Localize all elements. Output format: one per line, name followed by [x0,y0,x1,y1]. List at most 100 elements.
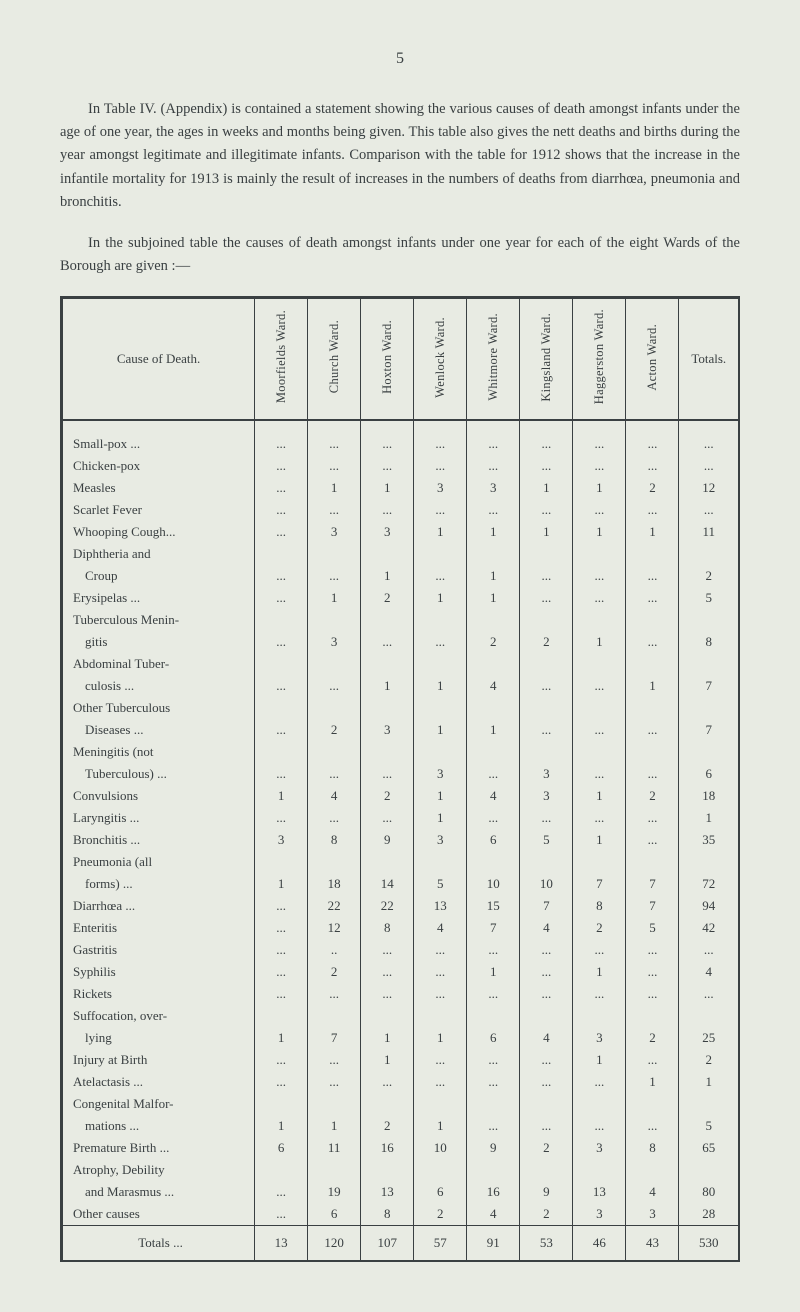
table-row: Diarrhœa ......2222131578794 [63,895,738,917]
cause-cell: Diphtheria and [63,543,255,565]
data-cell: 1 [414,785,467,807]
data-cell [308,1159,361,1181]
data-cell: ... [573,499,626,521]
data-cell: ... [361,433,414,455]
data-cell: 5 [679,587,738,609]
data-cell: ... [467,763,520,785]
data-cell: 1 [414,675,467,697]
table-row: Pneumonia (all [63,851,738,873]
col-whitmore: Whitmore Ward. [467,299,520,419]
data-cell [679,1005,738,1027]
totals-label: Totals ... [63,1225,255,1260]
data-cell [255,741,308,763]
data-cell [520,1159,573,1181]
cause-cell: Premature Birth ... [63,1137,255,1159]
table-row: Atelactasis ........................11 [63,1071,738,1093]
table-row: Other Tuberculous [63,697,738,719]
data-cell: ... [626,939,679,961]
table-row: mations ...1121............5 [63,1115,738,1137]
data-cell [573,741,626,763]
data-cell: ... [679,983,738,1005]
data-cell [573,1159,626,1181]
data-cell: ... [520,1115,573,1137]
data-cell [679,741,738,763]
cause-cell: Convulsions [63,785,255,807]
table-row: Diseases ......2311.........7 [63,719,738,741]
data-cell [467,1093,520,1115]
data-cell [308,543,361,565]
data-cell: 80 [679,1181,738,1203]
data-cell: 42 [679,917,738,939]
data-cell: 2 [626,785,679,807]
data-cell: 6 [255,1137,308,1159]
data-cell [626,543,679,565]
data-cell [573,653,626,675]
data-cell: 8 [361,917,414,939]
cause-cell: Abdominal Tuber- [63,653,255,675]
data-cell: 7 [679,675,738,697]
table-row: Tuberculous Menin- [63,609,738,631]
data-cell: ... [467,1115,520,1137]
data-cell: ... [467,807,520,829]
mortality-table: Cause of Death. Moorfields Ward. Church … [63,299,738,1259]
data-cell: 1 [414,807,467,829]
cause-cell: Laryngitis ... [63,807,255,829]
data-cell: 4 [679,961,738,983]
data-cell: 3 [308,521,361,543]
data-cell: ... [626,631,679,653]
data-cell: 3 [414,763,467,785]
page-number: 5 [60,50,740,68]
data-cell: 2 [626,1027,679,1049]
data-cell: ... [520,807,573,829]
cause-cell: Other Tuberculous [63,697,255,719]
data-cell: 3 [573,1203,626,1226]
data-cell: ... [414,1071,467,1093]
totals-row: Totals ...131201075791534643530 [63,1225,738,1260]
table-row: Abdominal Tuber- [63,653,738,675]
data-cell: ... [467,499,520,521]
data-cell: 2 [520,631,573,653]
data-cell [520,1005,573,1027]
table-row: Scarlet Fever........................... [63,499,738,521]
data-cell: 1 [520,477,573,499]
data-cell [573,1093,626,1115]
data-cell: 2 [361,785,414,807]
data-cell: 7 [467,917,520,939]
data-cell: ... [573,433,626,455]
data-cell: ... [255,763,308,785]
data-cell: 22 [361,895,414,917]
data-cell: ... [520,1071,573,1093]
data-cell [520,653,573,675]
data-cell: 3 [467,477,520,499]
table-row: Rickets........................... [63,983,738,1005]
data-cell: 35 [679,829,738,851]
data-cell: 8 [626,1137,679,1159]
data-cell [467,697,520,719]
data-cell [255,697,308,719]
data-cell: ... [679,433,738,455]
data-cell: ... [361,939,414,961]
data-cell: 9 [361,829,414,851]
paragraph-intro-2: In the subjoined table the causes of dea… [60,232,740,278]
data-cell: ... [520,719,573,741]
cause-cell: Atrophy, Debility [63,1159,255,1181]
table-row: gitis...3......221...8 [63,631,738,653]
data-cell: 4 [467,1203,520,1226]
data-cell: 4 [467,675,520,697]
table-row: Other causes...682423328 [63,1203,738,1226]
totals-cell: 57 [414,1225,467,1260]
data-cell [255,1005,308,1027]
data-cell: ... [361,763,414,785]
data-cell: 2 [679,1049,738,1071]
data-cell: 2 [308,961,361,983]
data-cell: ... [255,1203,308,1226]
table-row: Premature Birth ...6111610923865 [63,1137,738,1159]
data-cell: 2 [414,1203,467,1226]
table-header-row: Cause of Death. Moorfields Ward. Church … [63,299,738,419]
totals-cell: 107 [361,1225,414,1260]
cause-cell: Bronchitis ... [63,829,255,851]
data-cell [467,609,520,631]
data-cell: ... [679,499,738,521]
data-cell: 6 [467,1027,520,1049]
data-cell: 5 [679,1115,738,1137]
